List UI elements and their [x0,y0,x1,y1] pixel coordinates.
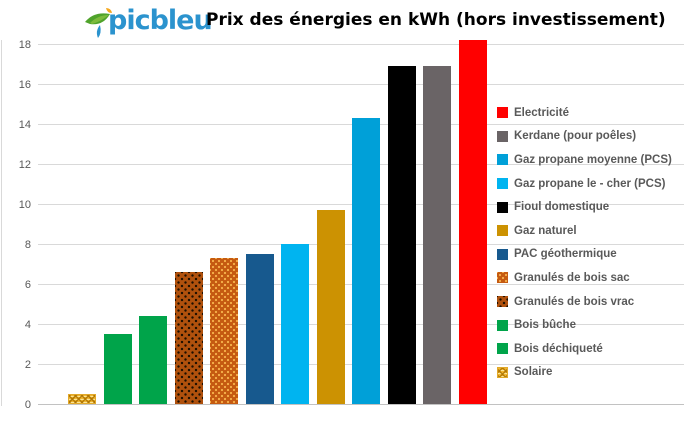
legend-label-bois-buche: Bois bûche [514,319,576,332]
bar-gaz-propane-moyenne [352,118,380,404]
legend-item-gaz-propane-le-cher: Gaz propane le - cher (PCS) [497,177,672,191]
legend-swatch-solaire [497,366,508,378]
legend-item-granules-sac: Granulés de bois sac [497,271,672,285]
legend-swatch-bois-dechiquete [497,343,508,355]
bar-granules-vrac [174,272,203,404]
legend-label-gaz-propane-moyenne: Gaz propane moyenne (PCS) [514,153,672,166]
bar-fioul-domestique [387,66,416,404]
y-tick-label-6: 6 [24,279,31,291]
y-tick-label-10: 10 [18,199,31,211]
legend-label-fioul-domestique: Fioul domestique [514,201,610,214]
gridline-18 [38,44,684,45]
legend-swatch-bois-buche [497,319,508,331]
legend-label-electricite: Electricité [514,106,569,119]
legend-item-electricite: Electricité [497,106,672,120]
chart-frame-edge [1,40,2,406]
y-tick-label-18: 18 [18,39,31,51]
legend-label-kerdane: Kerdane (pour poêles) [514,130,637,143]
legend-label-bois-dechiquete: Bois déchiqueté [514,342,603,355]
y-tick-label-16: 16 [18,79,31,91]
bar-kerdane [423,66,451,404]
legend-item-gaz-propane-moyenne: Gaz propane moyenne (PCS) [497,153,672,167]
bar-pac-geothermique [245,254,274,404]
legend-label-granules-vrac: Granulés de bois vrac [514,295,635,308]
legend-label-granules-sac: Granulés de bois sac [514,271,630,284]
legend-swatch-granules-sac [497,272,508,284]
legend-swatch-kerdane [497,130,508,142]
legend-swatch-fioul-domestique [497,201,508,213]
legend: Electricité Kerdane (pour poêles) Gaz prop… [497,106,672,379]
legend-item-fioul-domestique: Fioul domestique [497,200,672,214]
bar-electricite [458,40,487,404]
legend-item-bois-buche: Bois bûche [497,318,672,332]
page-title: Prix des énergies en kWh (hors investiss… [206,10,666,30]
y-tick-label-8: 8 [24,239,31,251]
legend-swatch-electricite [497,107,508,119]
legend-label-gaz-propane-le-cher: Gaz propane le - cher (PCS) [514,177,666,190]
bar-solaire [68,394,96,404]
legend-item-solaire: Solaire [497,366,672,380]
picbleu-logo: picbleu [84,3,213,41]
bar-gaz-propane-le-cher [281,244,309,404]
y-tick-label-14: 14 [18,119,31,131]
y-axis: 0 2 4 6 8 10 12 14 16 18 [0,39,33,411]
bar-bois-dechiquete [103,334,132,404]
y-tick-label-0: 0 [24,399,31,411]
leaf-icon [85,8,112,38]
legend-swatch-gaz-naturel [497,225,508,237]
plot-area [38,40,684,405]
legend-label-solaire: Solaire [514,366,553,379]
legend-swatch-pac-geothermique [497,248,508,260]
logo-wordmark: picbleu [108,5,213,36]
legend-item-gaz-naturel: Gaz naturel [497,224,672,238]
legend-item-kerdane: Kerdane (pour poêles) [497,130,672,144]
bar-bois-buche [139,316,167,404]
legend-label-pac-geothermique: PAC géothermique [514,248,617,261]
legend-swatch-gaz-propane-moyenne [497,154,508,166]
y-tick-label-2: 2 [24,359,31,371]
bar-gaz-naturel [316,210,345,404]
x-axis-line [38,404,684,405]
legend-swatch-granules-vrac [497,296,508,308]
legend-item-bois-dechiquete: Bois déchiqueté [497,342,672,356]
y-tick-label-12: 12 [18,159,31,171]
legend-item-pac-geothermique: PAC géothermique [497,248,672,262]
gridline-16 [38,84,684,85]
legend-swatch-gaz-propane-le-cher [497,178,508,190]
bar-granules-sac [210,258,238,404]
y-tick-label-4: 4 [24,319,31,331]
legend-label-gaz-naturel: Gaz naturel [514,224,577,237]
legend-item-granules-vrac: Granulés de bois vrac [497,295,672,309]
